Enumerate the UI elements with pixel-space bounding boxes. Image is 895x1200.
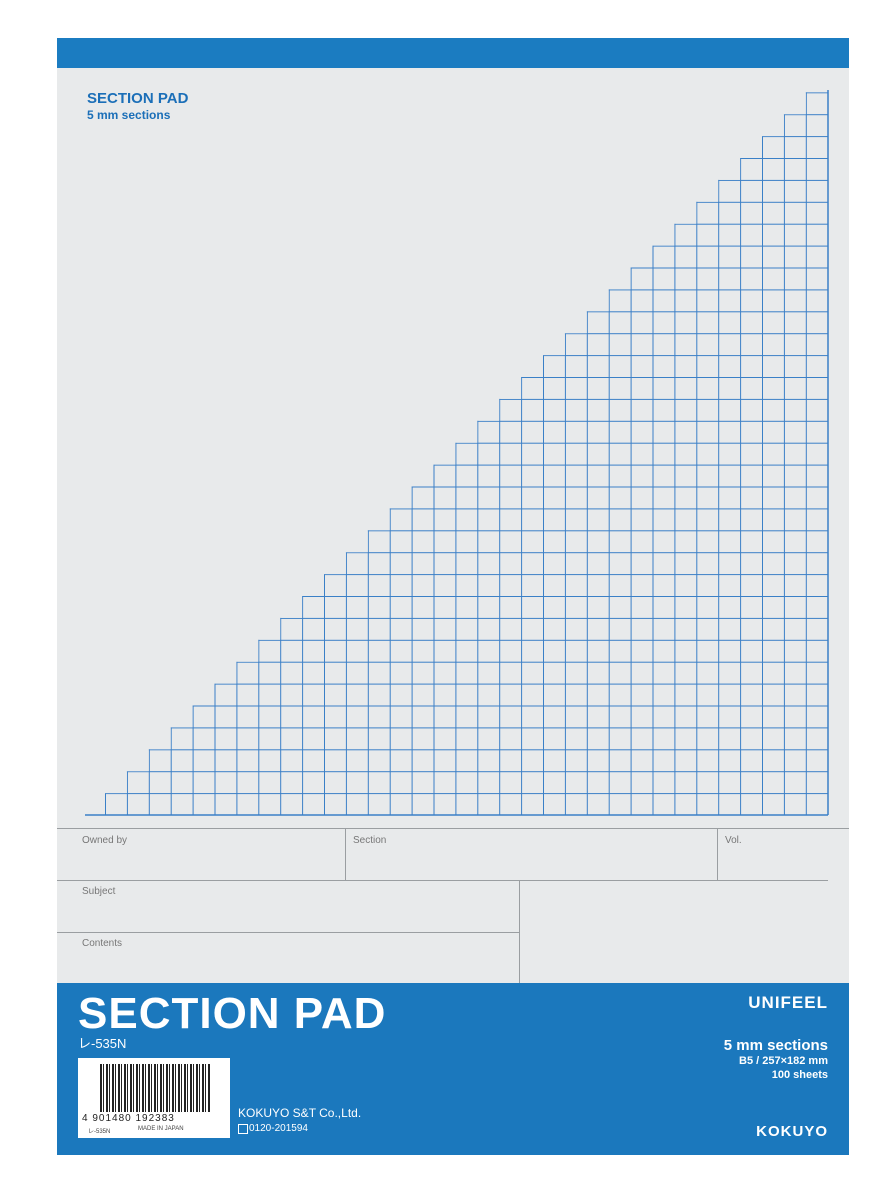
form-label: Vol. — [725, 835, 742, 846]
spec: 5 mm sections — [723, 1037, 828, 1054]
barcode-code: レ-535N — [88, 1129, 111, 1135]
header-title: SECTION PAD — [87, 90, 189, 107]
form-line — [717, 828, 718, 880]
form-line — [57, 932, 519, 933]
brand: UNIFEEL — [748, 993, 828, 1012]
sheets: 100 sheets — [771, 1069, 828, 1081]
form-line — [519, 880, 520, 983]
form-line — [57, 880, 828, 881]
form-label: Subject — [82, 886, 116, 897]
barcode-bars — [100, 1064, 210, 1112]
form-label: Contents — [82, 938, 123, 949]
grid-cells — [105, 92, 828, 816]
barcode-origin: MADE IN JAPAN — [138, 1126, 184, 1132]
form-label: Section — [353, 835, 387, 846]
bottom-band: SECTION PAD レ-535N 4 901480 192383 レ-535… — [57, 983, 849, 1155]
maker: KOKUYO — [756, 1123, 828, 1140]
company: KOKUYO S&T Co.,Ltd. — [238, 1106, 362, 1120]
form-label: Owned by — [82, 835, 128, 846]
phone-row: 0120-201594 — [238, 1123, 308, 1134]
form-line — [57, 828, 849, 829]
size: B5 / 257×182 mm — [739, 1055, 828, 1067]
phone: 0120-201594 — [249, 1123, 308, 1134]
grid — [85, 90, 829, 816]
top-band — [57, 38, 849, 68]
barcode-box: 4 901480 192383 レ-535N MADE IN JAPAN — [78, 1058, 230, 1138]
barcode-number: 4 901480 192383 — [82, 1113, 175, 1124]
phone-icon — [238, 1123, 248, 1134]
header-subtitle: 5 mm sections — [87, 108, 171, 122]
footer-code: レ-535N — [78, 1036, 127, 1051]
footer-title: SECTION PAD — [78, 989, 387, 1038]
form-line — [345, 828, 346, 880]
